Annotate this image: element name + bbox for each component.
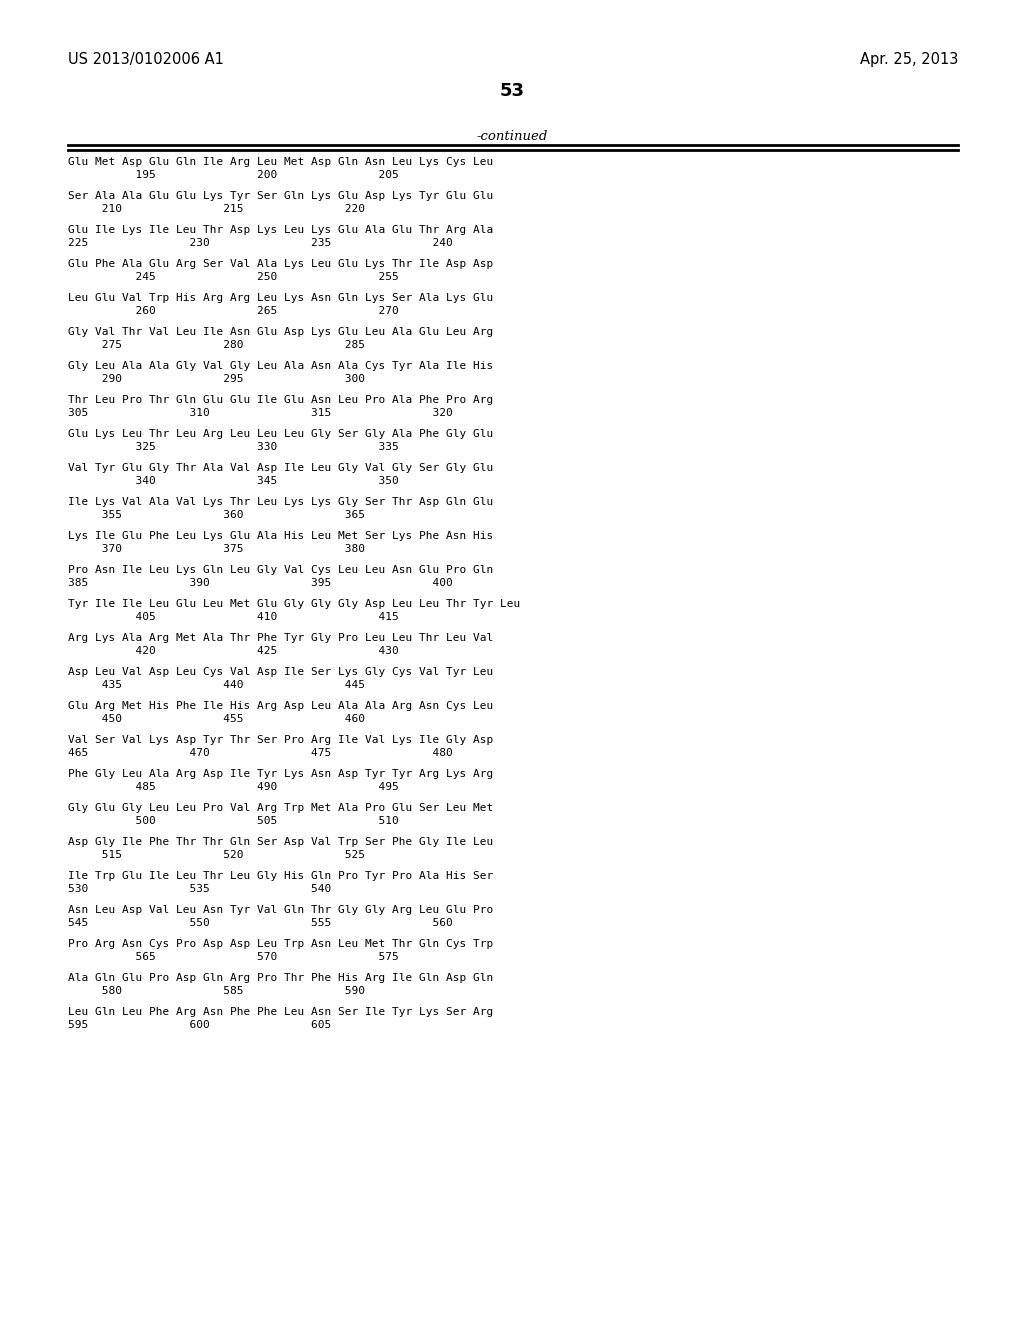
Text: Gly Leu Ala Ala Gly Val Gly Leu Ala Asn Ala Cys Tyr Ala Ile His: Gly Leu Ala Ala Gly Val Gly Leu Ala Asn … bbox=[68, 360, 494, 371]
Text: 450               455               460: 450 455 460 bbox=[68, 714, 365, 725]
Text: Val Ser Val Lys Asp Tyr Thr Ser Pro Arg Ile Val Lys Ile Gly Asp: Val Ser Val Lys Asp Tyr Thr Ser Pro Arg … bbox=[68, 735, 494, 744]
Text: Val Tyr Glu Gly Thr Ala Val Asp Ile Leu Gly Val Gly Ser Gly Glu: Val Tyr Glu Gly Thr Ala Val Asp Ile Leu … bbox=[68, 463, 494, 473]
Text: Ser Ala Ala Glu Glu Lys Tyr Ser Gln Lys Glu Asp Lys Tyr Glu Glu: Ser Ala Ala Glu Glu Lys Tyr Ser Gln Lys … bbox=[68, 191, 494, 201]
Text: 530               535               540: 530 535 540 bbox=[68, 884, 331, 895]
Text: Leu Glu Val Trp His Arg Arg Leu Lys Asn Gln Lys Ser Ala Lys Glu: Leu Glu Val Trp His Arg Arg Leu Lys Asn … bbox=[68, 293, 494, 304]
Text: 290               295               300: 290 295 300 bbox=[68, 375, 365, 384]
Text: Tyr Ile Ile Leu Glu Leu Met Glu Gly Gly Gly Asp Leu Leu Thr Tyr Leu: Tyr Ile Ile Leu Glu Leu Met Glu Gly Gly … bbox=[68, 599, 520, 609]
Text: 245               250               255: 245 250 255 bbox=[68, 272, 398, 282]
Text: Asn Leu Asp Val Leu Asn Tyr Val Gln Thr Gly Gly Arg Leu Glu Pro: Asn Leu Asp Val Leu Asn Tyr Val Gln Thr … bbox=[68, 906, 494, 915]
Text: 595               600               605: 595 600 605 bbox=[68, 1020, 331, 1031]
Text: Ile Trp Glu Ile Leu Thr Leu Gly His Gln Pro Tyr Pro Ala His Ser: Ile Trp Glu Ile Leu Thr Leu Gly His Gln … bbox=[68, 871, 494, 880]
Text: Glu Lys Leu Thr Leu Arg Leu Leu Leu Gly Ser Gly Ala Phe Gly Glu: Glu Lys Leu Thr Leu Arg Leu Leu Leu Gly … bbox=[68, 429, 494, 440]
Text: Glu Arg Met His Phe Ile His Arg Asp Leu Ala Ala Arg Asn Cys Leu: Glu Arg Met His Phe Ile His Arg Asp Leu … bbox=[68, 701, 494, 711]
Text: Gly Glu Gly Leu Leu Pro Val Arg Trp Met Ala Pro Glu Ser Leu Met: Gly Glu Gly Leu Leu Pro Val Arg Trp Met … bbox=[68, 803, 494, 813]
Text: 465               470               475               480: 465 470 475 480 bbox=[68, 748, 453, 759]
Text: 275               280               285: 275 280 285 bbox=[68, 341, 365, 351]
Text: Ala Gln Glu Pro Asp Gln Arg Pro Thr Phe His Arg Ile Gln Asp Gln: Ala Gln Glu Pro Asp Gln Arg Pro Thr Phe … bbox=[68, 973, 494, 983]
Text: Glu Ile Lys Ile Leu Thr Asp Lys Leu Lys Glu Ala Glu Thr Arg Ala: Glu Ile Lys Ile Leu Thr Asp Lys Leu Lys … bbox=[68, 224, 494, 235]
Text: 53: 53 bbox=[500, 82, 524, 100]
Text: 355               360               365: 355 360 365 bbox=[68, 511, 365, 520]
Text: Glu Met Asp Glu Gln Ile Arg Leu Met Asp Gln Asn Leu Lys Cys Leu: Glu Met Asp Glu Gln Ile Arg Leu Met Asp … bbox=[68, 157, 494, 168]
Text: 325               330               335: 325 330 335 bbox=[68, 442, 398, 453]
Text: 420               425               430: 420 425 430 bbox=[68, 647, 398, 656]
Text: 385               390               395               400: 385 390 395 400 bbox=[68, 578, 453, 589]
Text: 370               375               380: 370 375 380 bbox=[68, 544, 365, 554]
Text: 485               490               495: 485 490 495 bbox=[68, 783, 398, 792]
Text: 225               230               235               240: 225 230 235 240 bbox=[68, 239, 453, 248]
Text: 565               570               575: 565 570 575 bbox=[68, 953, 398, 962]
Text: Apr. 25, 2013: Apr. 25, 2013 bbox=[859, 51, 958, 67]
Text: 340               345               350: 340 345 350 bbox=[68, 477, 398, 487]
Text: Pro Arg Asn Cys Pro Asp Asp Leu Trp Asn Leu Met Thr Gln Cys Trp: Pro Arg Asn Cys Pro Asp Asp Leu Trp Asn … bbox=[68, 939, 494, 949]
Text: US 2013/0102006 A1: US 2013/0102006 A1 bbox=[68, 51, 224, 67]
Text: Leu Gln Leu Phe Arg Asn Phe Phe Leu Asn Ser Ile Tyr Lys Ser Arg: Leu Gln Leu Phe Arg Asn Phe Phe Leu Asn … bbox=[68, 1007, 494, 1016]
Text: Thr Leu Pro Thr Gln Glu Glu Ile Glu Asn Leu Pro Ala Phe Pro Arg: Thr Leu Pro Thr Gln Glu Glu Ile Glu Asn … bbox=[68, 395, 494, 405]
Text: 580               585               590: 580 585 590 bbox=[68, 986, 365, 997]
Text: Phe Gly Leu Ala Arg Asp Ile Tyr Lys Asn Asp Tyr Tyr Arg Lys Arg: Phe Gly Leu Ala Arg Asp Ile Tyr Lys Asn … bbox=[68, 770, 494, 779]
Text: Asp Gly Ile Phe Thr Thr Gln Ser Asp Val Trp Ser Phe Gly Ile Leu: Asp Gly Ile Phe Thr Thr Gln Ser Asp Val … bbox=[68, 837, 494, 847]
Text: Lys Ile Glu Phe Leu Lys Glu Ala His Leu Met Ser Lys Phe Asn His: Lys Ile Glu Phe Leu Lys Glu Ala His Leu … bbox=[68, 531, 494, 541]
Text: Asp Leu Val Asp Leu Cys Val Asp Ile Ser Lys Gly Cys Val Tyr Leu: Asp Leu Val Asp Leu Cys Val Asp Ile Ser … bbox=[68, 667, 494, 677]
Text: 405               410               415: 405 410 415 bbox=[68, 612, 398, 623]
Text: 545               550               555               560: 545 550 555 560 bbox=[68, 919, 453, 928]
Text: -continued: -continued bbox=[476, 129, 548, 143]
Text: 500               505               510: 500 505 510 bbox=[68, 817, 398, 826]
Text: 195               200               205: 195 200 205 bbox=[68, 170, 398, 181]
Text: Ile Lys Val Ala Val Lys Thr Leu Lys Lys Gly Ser Thr Asp Gln Glu: Ile Lys Val Ala Val Lys Thr Leu Lys Lys … bbox=[68, 498, 494, 507]
Text: 305               310               315               320: 305 310 315 320 bbox=[68, 408, 453, 418]
Text: 515               520               525: 515 520 525 bbox=[68, 850, 365, 861]
Text: Glu Phe Ala Glu Arg Ser Val Ala Lys Leu Glu Lys Thr Ile Asp Asp: Glu Phe Ala Glu Arg Ser Val Ala Lys Leu … bbox=[68, 259, 494, 269]
Text: 435               440               445: 435 440 445 bbox=[68, 681, 365, 690]
Text: Pro Asn Ile Leu Lys Gln Leu Gly Val Cys Leu Leu Asn Glu Pro Gln: Pro Asn Ile Leu Lys Gln Leu Gly Val Cys … bbox=[68, 565, 494, 576]
Text: 260               265               270: 260 265 270 bbox=[68, 306, 398, 317]
Text: Arg Lys Ala Arg Met Ala Thr Phe Tyr Gly Pro Leu Leu Thr Leu Val: Arg Lys Ala Arg Met Ala Thr Phe Tyr Gly … bbox=[68, 634, 494, 643]
Text: 210               215               220: 210 215 220 bbox=[68, 205, 365, 214]
Text: Gly Val Thr Val Leu Ile Asn Glu Asp Lys Glu Leu Ala Glu Leu Arg: Gly Val Thr Val Leu Ile Asn Glu Asp Lys … bbox=[68, 327, 494, 337]
